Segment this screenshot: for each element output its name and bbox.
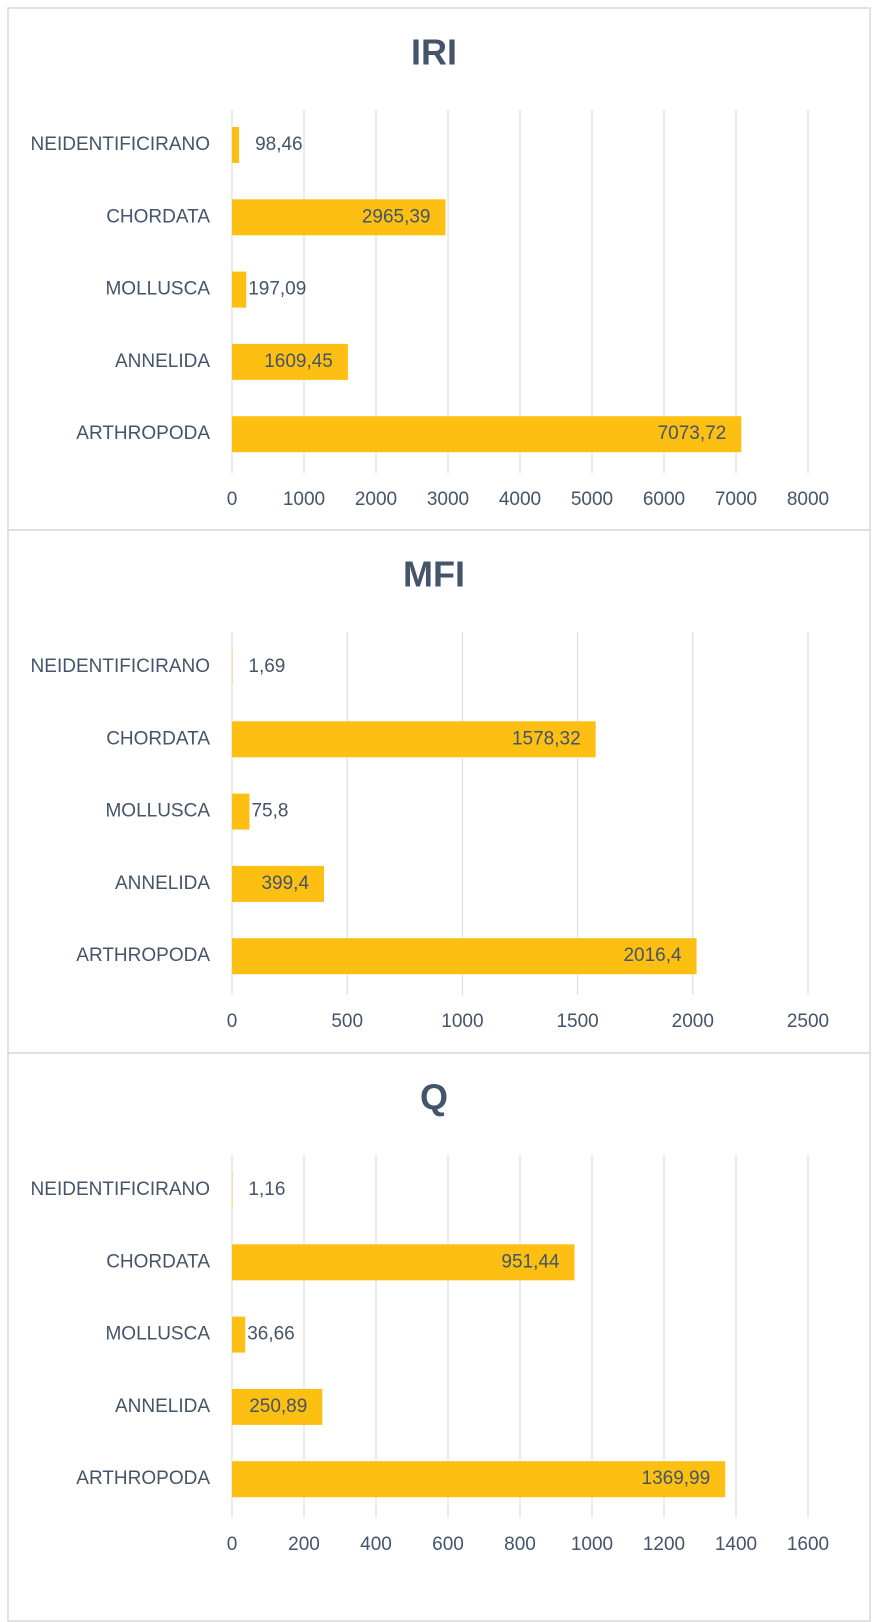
- value-label: 197,09: [248, 279, 306, 300]
- y-tick-label: MOLLUSCA: [105, 1324, 210, 1345]
- value-label: 399,4: [261, 873, 309, 894]
- bar: [232, 1461, 726, 1498]
- bar: [232, 793, 250, 830]
- x-tick-label: 2000: [355, 489, 397, 510]
- y-tick-label: ANNELIDA: [115, 873, 210, 894]
- x-tick-label: 0: [227, 1011, 238, 1032]
- y-tick-label: ARTHROPODA: [76, 945, 210, 966]
- bar: [232, 416, 742, 453]
- y-tick-label: NEIDENTIFICIRANO: [31, 656, 210, 677]
- value-label: 98,46: [255, 134, 303, 155]
- value-label: 1369,99: [642, 1468, 711, 1489]
- y-tick-label: ANNELIDA: [115, 351, 210, 372]
- x-tick-label: 0: [227, 489, 238, 510]
- bar: [232, 1316, 246, 1353]
- x-tick-label: 400: [360, 1534, 392, 1555]
- x-tick-label: 1000: [283, 489, 325, 510]
- chart-title: Q: [420, 1077, 448, 1118]
- chart-panel: [7, 529, 871, 1054]
- chart-title: MFI: [403, 554, 465, 595]
- bar: [232, 271, 247, 308]
- x-tick-label: 5000: [571, 489, 613, 510]
- x-tick-label: 6000: [643, 489, 685, 510]
- bar: [232, 343, 348, 380]
- y-tick-label: NEIDENTIFICIRANO: [31, 134, 210, 155]
- value-label: 75,8: [251, 801, 288, 822]
- x-tick-label: 1000: [441, 1011, 483, 1032]
- x-tick-label: 1200: [643, 1534, 685, 1555]
- value-label: 1609,45: [264, 351, 333, 372]
- x-tick-label: 4000: [499, 489, 541, 510]
- x-tick-label: 1500: [556, 1011, 598, 1032]
- y-tick-label: ARTHROPODA: [76, 1468, 210, 1489]
- value-label: 36,66: [247, 1324, 295, 1345]
- x-tick-label: 2500: [787, 1011, 829, 1032]
- y-tick-label: CHORDATA: [106, 1251, 210, 1272]
- bar: [232, 1388, 323, 1425]
- y-tick-label: NEIDENTIFICIRANO: [31, 1179, 210, 1200]
- bar: [232, 1244, 575, 1281]
- value-label: 1,16: [248, 1179, 285, 1200]
- y-tick-label: MOLLUSCA: [105, 279, 210, 300]
- y-tick-label: CHORDATA: [106, 728, 210, 749]
- bar: [232, 865, 325, 902]
- x-tick-label: 1400: [715, 1534, 757, 1555]
- chart-panel: [7, 1052, 871, 1622]
- value-label: 1578,32: [512, 728, 581, 749]
- value-label: 7073,72: [658, 423, 727, 444]
- y-tick-label: MOLLUSCA: [105, 801, 210, 822]
- value-label: 2965,39: [362, 206, 431, 227]
- bar: [232, 938, 697, 975]
- x-tick-label: 500: [331, 1011, 363, 1032]
- x-tick-label: 0: [227, 1534, 238, 1555]
- x-tick-label: 7000: [715, 489, 757, 510]
- x-tick-label: 1000: [571, 1534, 613, 1555]
- bar: [232, 199, 446, 236]
- bar: [232, 721, 596, 758]
- chart-title: IRI: [411, 32, 457, 73]
- x-tick-label: 600: [432, 1534, 464, 1555]
- y-tick-label: ARTHROPODA: [76, 423, 210, 444]
- x-tick-label: 1600: [787, 1534, 829, 1555]
- x-tick-label: 800: [504, 1534, 536, 1555]
- value-label: 1,69: [248, 656, 285, 677]
- x-tick-label: 200: [288, 1534, 320, 1555]
- value-label: 951,44: [501, 1251, 560, 1272]
- value-label: 2016,4: [623, 945, 682, 966]
- y-tick-label: ANNELIDA: [115, 1396, 210, 1417]
- x-tick-label: 3000: [427, 489, 469, 510]
- value-label: 250,89: [249, 1396, 307, 1417]
- y-tick-label: CHORDATA: [106, 206, 210, 227]
- bar: [232, 127, 240, 163]
- x-tick-label: 8000: [787, 489, 829, 510]
- x-tick-label: 2000: [672, 1011, 714, 1032]
